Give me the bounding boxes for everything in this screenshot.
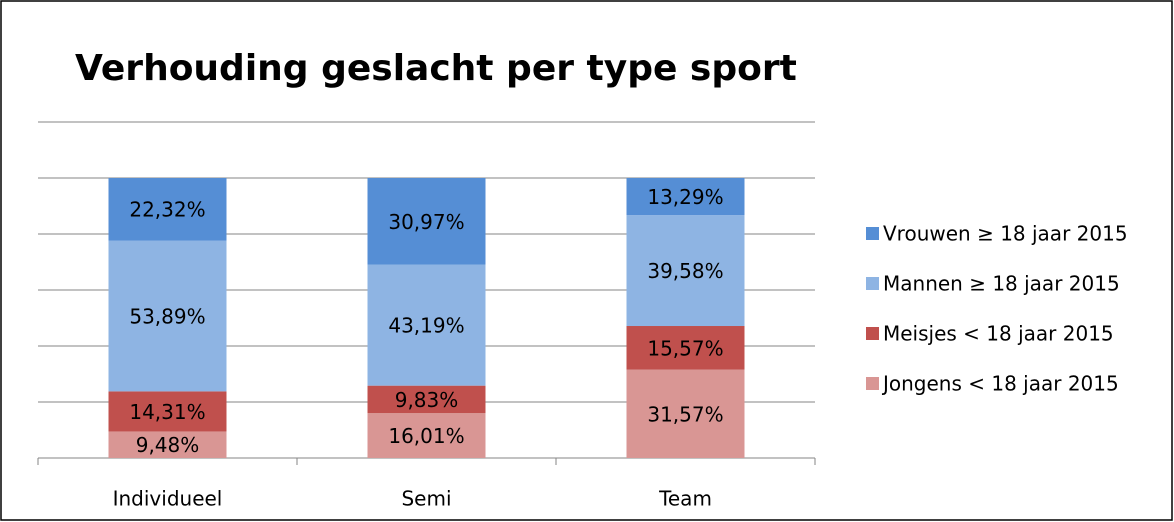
bar-segment: [108, 178, 227, 241]
legend-label: Mannen ≥ 18 jaar 2015: [883, 272, 1120, 296]
legend-swatch: [866, 377, 879, 390]
data-label: 39,58%: [647, 259, 723, 283]
data-label: 43,19%: [388, 314, 464, 338]
data-label: 15,57%: [647, 336, 723, 360]
data-label: 31,57%: [647, 402, 723, 426]
legend-swatch: [866, 327, 879, 340]
legend-label: Jongens < 18 jaar 2015: [881, 372, 1119, 396]
x-tick-label: Individueel: [113, 487, 223, 511]
bar-segment: [626, 215, 745, 327]
data-label: 13,29%: [647, 185, 723, 209]
bar-segment: [626, 326, 745, 370]
data-label: 53,89%: [129, 304, 205, 328]
bar-segment: [367, 385, 486, 414]
legend-label: Vrouwen ≥ 18 jaar 2015: [883, 222, 1128, 246]
legend-label: Meisjes < 18 jaar 2015: [883, 322, 1114, 346]
x-tick-label: Team: [658, 487, 712, 511]
bar-segment: [367, 264, 486, 386]
bar-segment: [626, 369, 745, 458]
x-tick-label: Semi: [401, 487, 451, 511]
bar-segment: [367, 178, 486, 265]
data-label: 22,32%: [129, 198, 205, 222]
data-label: 30,97%: [388, 210, 464, 234]
bar-segment: [626, 177, 745, 216]
bar-segment: [108, 240, 227, 392]
data-label: 16,01%: [388, 424, 464, 448]
legend-swatch: [866, 277, 879, 290]
bar-segment: [108, 431, 227, 458]
bar-segment: [367, 413, 486, 458]
chart-title: Verhouding geslacht per type sport: [75, 48, 797, 89]
legend-swatch: [866, 227, 879, 240]
data-label: 9,83%: [395, 388, 459, 412]
bar-segment: [108, 391, 227, 432]
data-label: 9,48%: [136, 433, 200, 457]
data-label: 14,31%: [129, 400, 205, 424]
